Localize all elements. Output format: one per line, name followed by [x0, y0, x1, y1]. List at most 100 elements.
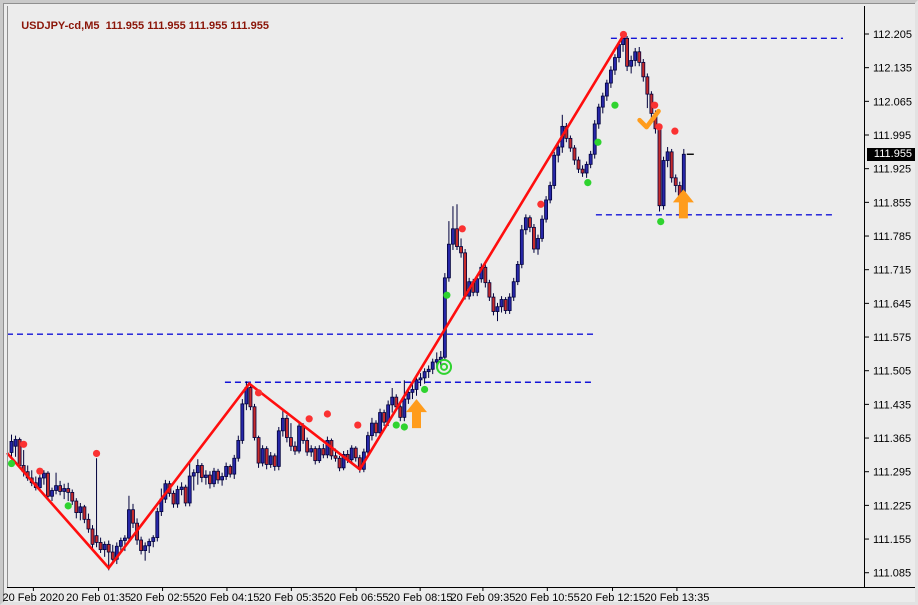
candle-bear: [106, 543, 111, 553]
candle-bear: [645, 76, 650, 95]
candle-bear: [394, 396, 399, 408]
candle-bear: [70, 491, 75, 502]
price-tick-label: 112.205: [873, 29, 912, 41]
candle-bear: [131, 509, 135, 524]
candle-bull: [430, 361, 435, 370]
candle-bull: [515, 263, 520, 283]
candle-bull: [127, 509, 131, 539]
candle-bull: [548, 185, 553, 201]
red-signal-dot: [92, 449, 101, 458]
candle-bull: [349, 447, 354, 461]
symbol-period-label: USDJPY-cd,M5: [21, 20, 100, 32]
candle-bull: [236, 440, 241, 459]
red-signal-dot: [36, 467, 44, 475]
candle-bear: [625, 37, 629, 67]
candle-bull: [232, 457, 237, 475]
candle-bear: [98, 542, 103, 551]
zigzag-line[interactable]: [6, 35, 625, 570]
candle-bull: [175, 489, 180, 505]
red-signal-dot: [651, 101, 659, 109]
orange-check-icon: [637, 108, 661, 130]
candle-bull: [123, 537, 127, 541]
candle-bear: [491, 296, 496, 312]
candle-bull: [556, 146, 561, 156]
price-axis[interactable]: 112.205 112.135 112.065 111.995 111.925 111.8…: [865, 29, 912, 580]
red-signal-dot: [323, 410, 331, 418]
candle-bull: [495, 306, 500, 312]
zigzag-polyline[interactable]: [6, 35, 625, 570]
candle-bull: [54, 485, 58, 491]
red-signal-dot: [354, 421, 362, 429]
green-signal-dot: [7, 459, 16, 468]
candle-bull: [191, 472, 196, 477]
candle-bull: [414, 379, 419, 390]
candle-bull: [143, 545, 148, 551]
green-signal-dot: [400, 423, 408, 431]
candle-bull: [609, 69, 613, 84]
time-tick-label: 20 Feb 08:15: [388, 592, 453, 604]
candle-bull: [475, 278, 480, 293]
candle-bull: [78, 506, 83, 513]
dashed-level-lines[interactable]: [7, 37, 843, 383]
candle-bear: [483, 266, 488, 284]
candle-bear: [487, 282, 492, 298]
candle-bear: [183, 486, 188, 504]
ohlc-values: 111.955 111.955 111.955 111.955: [99, 20, 269, 32]
candle-bull: [410, 389, 415, 393]
candle-bear: [58, 485, 62, 492]
candle-bear: [94, 535, 99, 543]
candle-bull: [523, 217, 528, 231]
chart-canvas[interactable]: 112.205 112.135 112.065 111.995 111.925 111.8…: [3, 3, 918, 605]
candle-bear: [284, 417, 289, 438]
candle-bear: [86, 518, 91, 530]
candle-bull: [240, 403, 245, 441]
plot-area[interactable]: [7, 6, 864, 587]
candle-bull: [540, 218, 544, 239]
chart-title-ohlc: USDJPY-cd,M5 111.955 111.955 111.955 111…: [9, 8, 269, 44]
green-signal-dot: [64, 502, 72, 510]
candle-bull: [260, 448, 265, 464]
red-signal-dot: [458, 225, 466, 233]
time-axis[interactable]: 20 Feb 2020 20 Feb 01:35 20 Feb 02:55 20 Fe…: [3, 588, 709, 604]
green-signal-dot: [421, 385, 429, 394]
orange-up-arrow-icon: [406, 399, 427, 429]
red-signal-dot: [619, 30, 628, 39]
time-tick-label: 20 Feb 12:15: [580, 592, 645, 604]
candle-bear: [228, 466, 233, 475]
red-signal-dot: [254, 389, 263, 397]
candle-bear: [66, 488, 71, 493]
red-signal-dot: [671, 127, 679, 135]
candle-bull: [280, 417, 285, 432]
candle-bull: [317, 448, 322, 462]
candle-bear: [293, 445, 297, 452]
green-circle-marker-inner: [440, 362, 449, 371]
time-tick-label: 20 Feb 2020: [3, 592, 64, 604]
price-tick-label: 111.785: [873, 231, 911, 243]
candle-bull: [50, 490, 54, 497]
current-price-badge: 111.955: [867, 147, 915, 161]
candle-bear: [289, 437, 293, 447]
candle-bull: [370, 422, 374, 437]
candle-bull: [147, 541, 152, 547]
candle-bull: [187, 475, 192, 504]
candle-bear: [572, 147, 577, 161]
candle-bear: [321, 448, 326, 456]
candle-bull: [402, 398, 407, 418]
candle-bear: [46, 472, 50, 497]
green-signal-dot: [392, 421, 400, 429]
green-signal-dot: [584, 179, 592, 187]
candle-bear: [503, 299, 508, 311]
candles-layer: [9, 34, 694, 571]
time-tick-label: 20 Feb 05:35: [259, 592, 324, 604]
candle-bull: [584, 163, 589, 174]
green-signal-dot: [594, 138, 602, 146]
time-tick-label: 20 Feb 10:55: [515, 592, 580, 604]
candle-bull: [268, 455, 273, 465]
price-tick-label: 111.365: [873, 433, 911, 445]
price-tick-label: 111.715: [873, 265, 911, 277]
green-signal-dot: [611, 101, 619, 109]
candle-bear: [216, 470, 220, 481]
price-tick-label: 111.995: [873, 130, 911, 142]
candle-bull: [62, 488, 67, 492]
